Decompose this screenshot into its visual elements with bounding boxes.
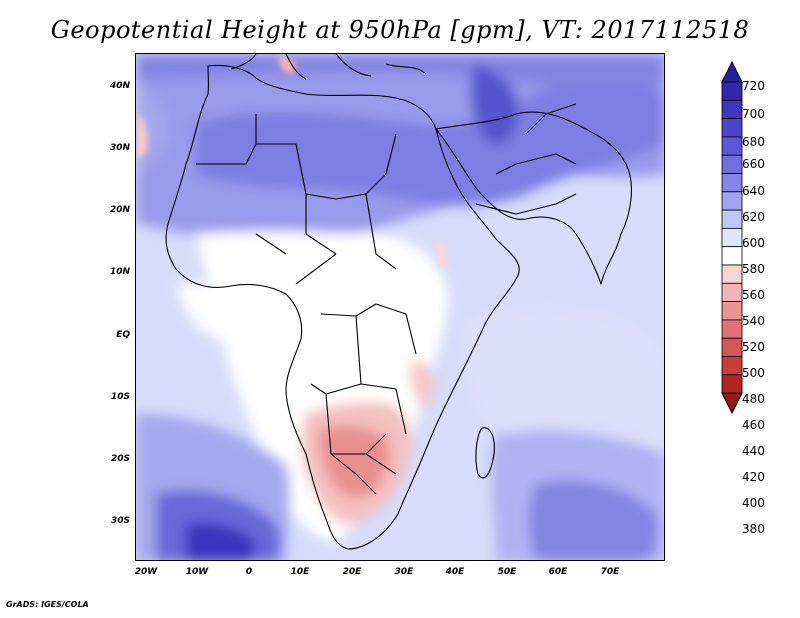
colorbar-label: 540 bbox=[742, 314, 765, 328]
colorbar-swatch bbox=[721, 99, 743, 119]
colorbar-label: 420 bbox=[742, 470, 765, 484]
lon-label-20w: 20W bbox=[134, 567, 158, 577]
colorbar-label: 660 bbox=[742, 157, 765, 171]
lat-label-10s: 10S bbox=[110, 392, 130, 402]
lon-label-30e: 30E bbox=[394, 567, 414, 577]
colorbar-label: 720 bbox=[742, 79, 765, 93]
colorbar-label: 680 bbox=[742, 135, 765, 149]
colorbar-swatch bbox=[721, 264, 743, 284]
colorbar-label: 620 bbox=[742, 210, 765, 224]
footer-credit: GrADS: IGES/COLA bbox=[6, 600, 89, 609]
lon-label-50e: 50E bbox=[497, 567, 517, 577]
colorbar-swatch bbox=[721, 227, 743, 248]
lon-label-70e: 70E bbox=[600, 567, 620, 577]
lat-label-10n: 10N bbox=[109, 267, 130, 277]
colorbar-label: 400 bbox=[742, 496, 765, 510]
colorbar-cap-top bbox=[721, 60, 743, 83]
lat-label-20s: 20S bbox=[110, 454, 130, 464]
lon-label-40e: 40E bbox=[445, 567, 465, 577]
colorbar-label: 700 bbox=[742, 107, 765, 121]
colorbar-label: 500 bbox=[742, 366, 765, 380]
colorbar-label: 440 bbox=[742, 444, 765, 458]
lat-label-30n: 30N bbox=[109, 143, 130, 153]
lon-label-10w: 10W bbox=[185, 567, 209, 577]
lon-label-10e: 10E bbox=[290, 567, 310, 577]
colorbar-cap-bottom bbox=[721, 392, 743, 415]
colorbar-swatch bbox=[721, 136, 743, 156]
lon-label-20e: 20E bbox=[342, 567, 362, 577]
colorbar-label: 460 bbox=[742, 418, 765, 432]
map-panel bbox=[135, 53, 665, 561]
lon-label-60e: 60E bbox=[548, 567, 568, 577]
geopotential-field bbox=[136, 54, 664, 560]
lat-label-30s: 30S bbox=[110, 516, 130, 526]
colorbar-swatch bbox=[721, 319, 743, 339]
colorbar-swatch bbox=[721, 118, 743, 138]
colorbar-swatch bbox=[721, 154, 743, 174]
colorbar-label: 380 bbox=[742, 522, 765, 536]
colorbar-swatch bbox=[721, 191, 743, 211]
colorbar-swatch bbox=[721, 337, 743, 357]
colorbar-label: 580 bbox=[742, 262, 765, 276]
colorbar-label: 560 bbox=[742, 288, 765, 302]
colorbar-label: 480 bbox=[742, 392, 765, 406]
lon-label-0: 0 bbox=[245, 567, 253, 577]
colorbar-swatch bbox=[721, 301, 743, 321]
colorbar-label: 520 bbox=[742, 340, 765, 354]
colorbar-swatch bbox=[721, 173, 743, 193]
lat-label-20n: 20N bbox=[109, 205, 130, 215]
colorbar-swatch bbox=[721, 246, 743, 266]
colorbar-label: 640 bbox=[742, 184, 765, 198]
colorbar-swatch bbox=[721, 374, 743, 394]
lat-label-eq: EQ bbox=[116, 330, 130, 340]
colorbar bbox=[721, 60, 743, 415]
map-title: Geopotential Height at 950hPa [gpm], VT:… bbox=[50, 16, 750, 44]
colorbar-swatch bbox=[721, 356, 743, 376]
colorbar-swatch bbox=[721, 81, 743, 101]
colorbar-swatch bbox=[721, 209, 743, 229]
colorbar-swatch bbox=[721, 282, 743, 303]
colorbar-label: 600 bbox=[742, 236, 765, 250]
lat-label-40n: 40N bbox=[109, 81, 130, 91]
